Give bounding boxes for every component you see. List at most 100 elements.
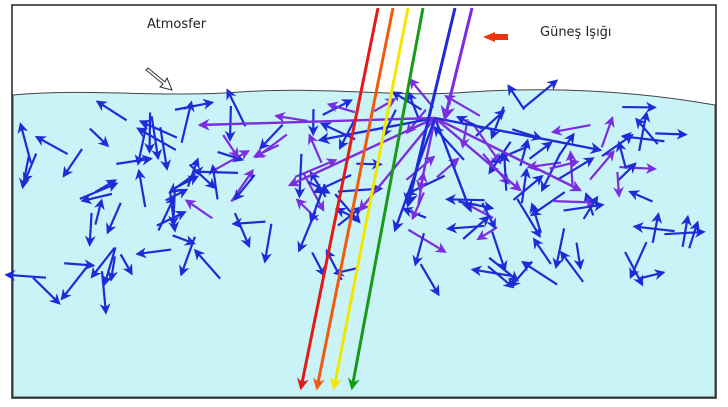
scatter-arrow: [135, 247, 172, 259]
scatter-arrow: [172, 234, 196, 246]
scatter-arrow: [64, 259, 96, 271]
scatter-arrow: [308, 133, 323, 164]
scatter-arrow: [79, 181, 119, 200]
scatter-arrow: [62, 148, 83, 178]
scatter-arrow: [391, 91, 423, 111]
scatter-arrow: [4, 269, 47, 281]
scatter-arrow: [165, 188, 189, 202]
scatter-arrow: [287, 116, 436, 187]
blue-ray: [403, 7, 457, 208]
violet-ray: [440, 7, 474, 121]
scatter-arrow: [481, 202, 496, 230]
scatter-arrow: [180, 100, 195, 143]
scatter-arrow: [222, 134, 239, 159]
scatter-arrow: [519, 167, 531, 204]
scatter-arrow: [119, 253, 133, 276]
scatter-arrow: [308, 183, 326, 224]
red-ray: [297, 7, 380, 391]
scatter-arrow: [600, 115, 615, 148]
scatter-arrow: [408, 77, 435, 109]
scatter-arrow: [589, 150, 615, 181]
scatter-arrow: [688, 220, 701, 249]
scatter-arrow: [106, 202, 122, 235]
scatter-arrow: [412, 232, 425, 267]
sunlight-label: Güneş Işığı: [540, 25, 612, 40]
scatter-arrow: [612, 171, 624, 198]
scatter-arrow: [135, 168, 147, 208]
scatter-arrow: [491, 231, 508, 272]
scatter-arrow: [382, 109, 397, 138]
scatter-arrow: [294, 153, 306, 199]
scatter-arrow: [184, 199, 213, 220]
scatter-arrow: [84, 212, 96, 247]
scatter-arrow: [509, 260, 533, 289]
scatter-arrow: [436, 157, 460, 179]
scatter-arrow: [487, 265, 515, 289]
water: [12, 89, 716, 398]
scatter-arrow: [559, 250, 585, 283]
scatter-arrow: [405, 155, 436, 181]
scatter-arrow: [208, 163, 220, 200]
scatter-arrow: [193, 248, 221, 280]
scatter-arrow: [294, 158, 338, 178]
scatter-arrow: [80, 192, 113, 205]
scatter-arrow: [651, 212, 663, 244]
scatter-arrow: [532, 237, 552, 265]
scatter-arrow: [406, 90, 421, 122]
scatter-arrow: [432, 125, 465, 161]
scatter-arrow: [512, 174, 544, 201]
scatter-arrow: [197, 116, 436, 131]
scatter-arrow: [489, 106, 505, 140]
scatter-arrow: [254, 133, 288, 159]
scatter-arrow: [434, 116, 603, 155]
scatter-arrow: [224, 105, 236, 142]
scatter-arrow: [258, 123, 284, 150]
scatter-arrow: [573, 242, 585, 270]
scatter-arrow: [317, 116, 436, 145]
scatter-arrow: [32, 276, 61, 305]
scatter-arrow: [434, 117, 522, 192]
scatter-arrow: [680, 214, 692, 247]
scatter-arrow: [22, 153, 38, 184]
scatter-arrow: [639, 269, 666, 280]
scatter-arrow: [102, 247, 117, 286]
scatter-arrow: [134, 123, 148, 166]
scatter-arrow: [174, 98, 215, 111]
scatter-arrow: [168, 191, 180, 228]
scatter-arrow: [552, 228, 566, 270]
scatter-arrow: [462, 215, 490, 240]
scatter-arrow: [337, 206, 363, 227]
scatter-arrow: [470, 265, 514, 278]
scatter-arrow: [34, 135, 69, 156]
scatter-arrow: [628, 190, 653, 203]
scatter-arrow: [516, 198, 541, 239]
scatter-arrow: [226, 88, 247, 127]
scatter-arrow: [507, 84, 526, 111]
atmosphere-label: Atmosfer: [147, 17, 207, 32]
scatter-arrows: [4, 77, 706, 315]
scatter-arrow: [319, 122, 356, 141]
scatter-arrow: [89, 127, 110, 148]
scatter-arrow: [90, 247, 116, 279]
scatter-arrow: [416, 117, 437, 193]
sun-arrow: [483, 32, 508, 42]
scatter-arrow: [629, 241, 648, 280]
scatter-arrow: [434, 116, 583, 192]
scatter-arrow: [116, 154, 153, 166]
scatter-arrow: [521, 79, 559, 110]
scatter-arrow: [188, 163, 217, 190]
scatter-arrow: [444, 95, 481, 117]
scatter-arrow: [528, 141, 553, 160]
scatter-arrow: [233, 212, 251, 249]
scatter-arrow: [138, 120, 178, 139]
scatter-arrow: [94, 198, 105, 225]
scatter-arrow: [311, 252, 326, 278]
light-rays: [297, 7, 474, 391]
scatter-arrow: [150, 116, 163, 161]
scatter-arrow: [582, 195, 599, 220]
scatter-arrow: [261, 223, 273, 264]
scatter-arrow: [550, 123, 591, 136]
scatter-arrow: [144, 112, 156, 154]
scatter-arrow: [615, 140, 628, 170]
